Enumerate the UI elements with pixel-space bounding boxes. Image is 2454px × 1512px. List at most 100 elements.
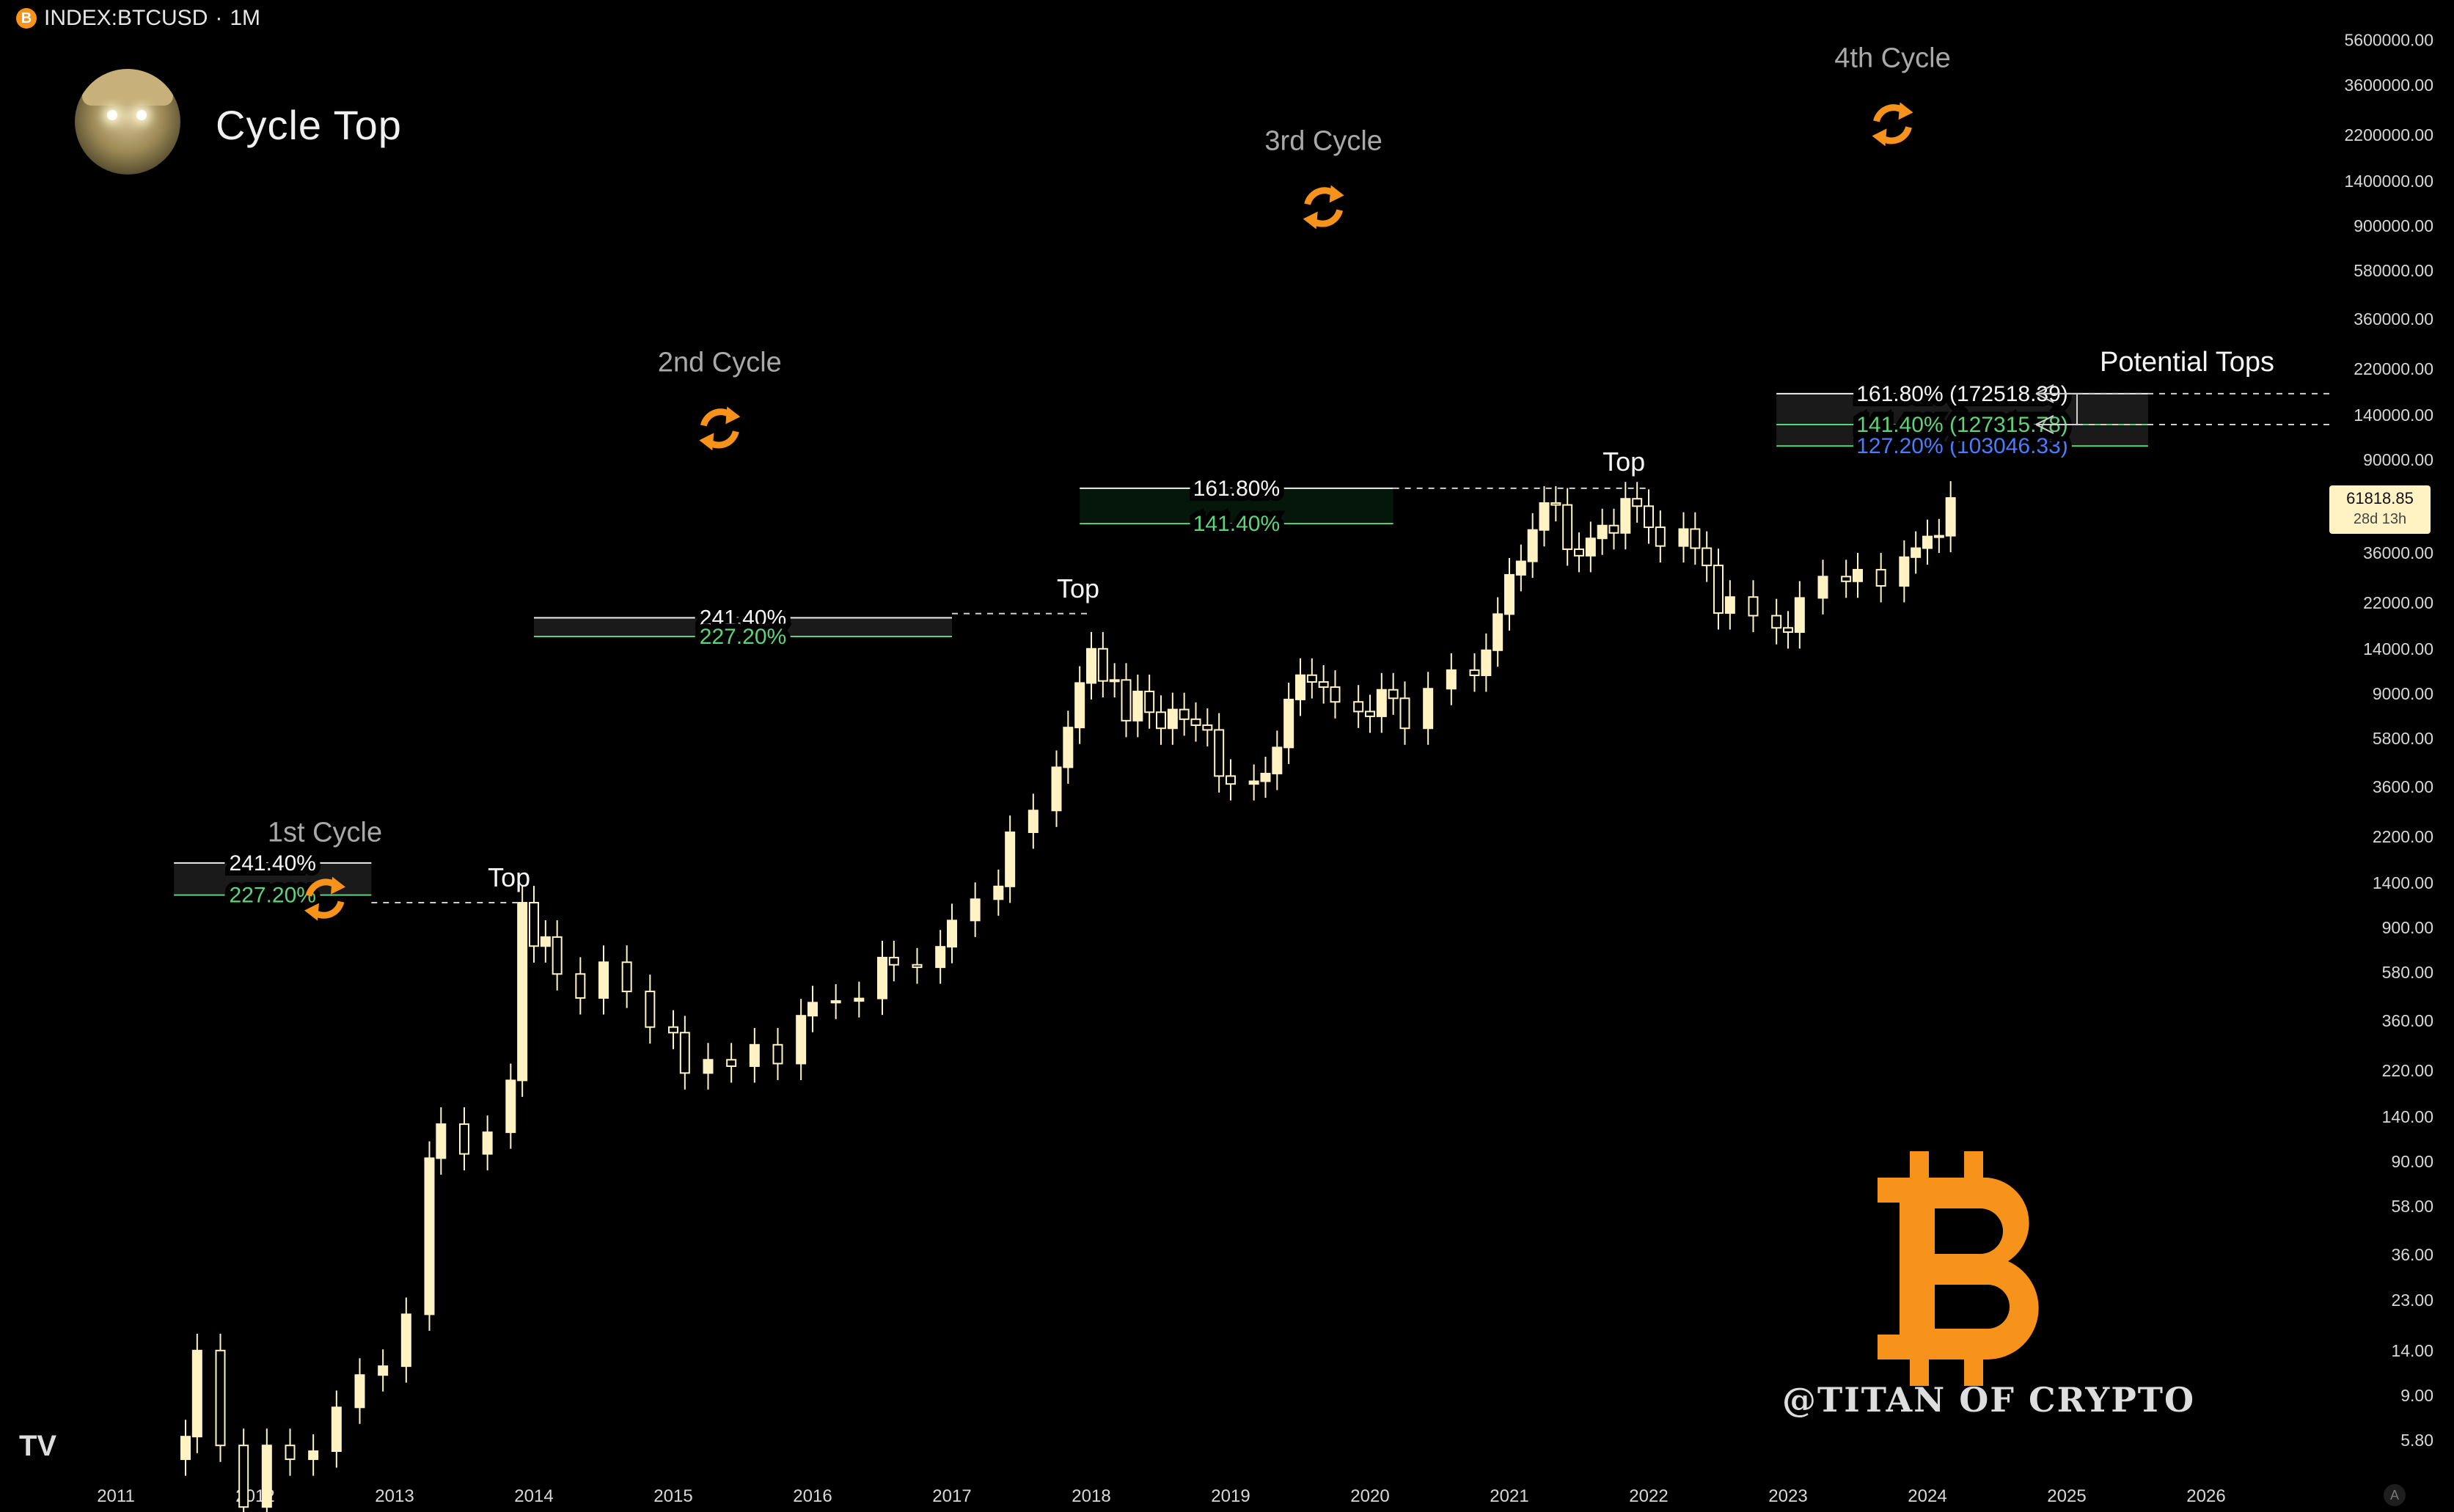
cycle-refresh-icon-arrow — [1303, 211, 1318, 230]
y-tick-label: 9.00 — [2400, 1386, 2433, 1405]
x-tick-label: 2026 — [2186, 1486, 2225, 1506]
tradingview-logo-icon[interactable]: TV — [19, 1430, 57, 1462]
cycle-label: 4th Cycle — [1834, 43, 1950, 73]
fib-label-upper: 241.40% — [230, 851, 316, 876]
candle — [331, 1406, 342, 1452]
candle — [1911, 547, 1922, 558]
cycle-refresh-icon-arrow — [304, 903, 319, 921]
y-tick-label: 580.00 — [2382, 963, 2433, 982]
fib-zone — [534, 617, 952, 637]
cycle-refresh-icon-arrow — [1898, 102, 1913, 120]
candle — [1365, 711, 1375, 717]
y-tick-label: 900000.00 — [2354, 216, 2433, 235]
x-tick-label: 2015 — [653, 1486, 692, 1506]
candle — [1167, 708, 1178, 730]
candle — [517, 902, 528, 1082]
candle — [1097, 647, 1108, 682]
cycle-refresh-icon-arrow — [1329, 185, 1344, 203]
symbol-name[interactable]: INDEX:BTCUSD — [44, 6, 208, 30]
candle — [1353, 701, 1364, 713]
cycle-label: 3rd Cycle — [1264, 125, 1382, 156]
y-tick-label: 14000.00 — [2363, 639, 2433, 658]
candle — [947, 920, 957, 948]
fib-label-lower: 227.20% — [700, 625, 786, 649]
candle — [1086, 647, 1096, 684]
candle — [1724, 596, 1735, 614]
candle — [1272, 746, 1283, 774]
candle — [1179, 708, 1190, 720]
y-tick-label: 5600000.00 — [2344, 31, 2433, 50]
candle — [1899, 556, 1910, 587]
chart-title: Cycle Top — [216, 102, 402, 148]
candle — [1226, 775, 1236, 785]
y-tick-label: 23.00 — [2391, 1291, 2433, 1310]
candle — [1713, 565, 1724, 614]
candle — [1399, 697, 1410, 730]
fib-label-lower: 127.20% (103046.33) — [1856, 434, 2068, 458]
x-tick-label: 2021 — [1490, 1486, 1528, 1506]
x-tick-label: 2017 — [932, 1486, 971, 1506]
fib-label-lower: 227.20% — [230, 884, 316, 908]
candle — [1063, 727, 1074, 768]
candle — [1748, 596, 1759, 617]
cycle-refresh-icon-arrow — [725, 406, 741, 425]
candle — [1109, 679, 1120, 683]
candle — [749, 1043, 760, 1068]
candle — [215, 1349, 226, 1447]
auto-scale-button[interactable]: A — [2384, 1484, 2406, 1506]
cycle-label: 1st Cycle — [268, 818, 382, 848]
x-tick-label: 2013 — [375, 1486, 414, 1506]
y-tick-label: 360.00 — [2382, 1011, 2433, 1030]
candle — [1295, 674, 1305, 700]
candle — [598, 961, 609, 999]
candle — [191, 1349, 202, 1438]
top-label: Top — [488, 862, 530, 892]
cycle-label: 2nd Cycle — [658, 347, 782, 378]
symbol-header[interactable]: B INDEX:BTCUSD · 1M — [16, 6, 260, 31]
candle — [1794, 597, 1805, 634]
candle — [1481, 649, 1492, 676]
candle — [505, 1079, 516, 1134]
candle — [1690, 528, 1701, 549]
candle — [285, 1445, 296, 1461]
candle — [970, 898, 981, 922]
x-tick-label: 2020 — [1350, 1486, 1389, 1506]
candle — [1620, 498, 1631, 534]
candle — [1539, 502, 1550, 531]
candle — [993, 885, 1004, 900]
candle — [1260, 772, 1271, 782]
y-tick-label: 360000.00 — [2354, 309, 2433, 329]
y-tick-label: 220.00 — [2382, 1061, 2433, 1080]
y-tick-label: 220000.00 — [2354, 359, 2433, 378]
arrow-left-icon — [2035, 383, 2077, 403]
cycle-refresh-icon-arrow — [699, 433, 714, 451]
candle — [1562, 504, 1573, 551]
candle — [1922, 535, 1933, 549]
y-tick-label: 36.00 — [2391, 1245, 2433, 1264]
last-price-value: 61818.85 — [2346, 489, 2414, 507]
author-watermark: @TITAN OF CRYPTO — [1782, 1380, 2196, 1420]
candle — [1144, 690, 1155, 713]
fib-label-lower: 141.40% — [1193, 512, 1280, 536]
candle — [1423, 688, 1434, 730]
bitcoin-logo-icon — [1910, 1151, 1929, 1181]
candle — [1214, 729, 1225, 777]
fib-label-upper: 241.40% — [700, 606, 786, 630]
avatar-eye-icon — [136, 110, 147, 120]
y-tick-label: 1400000.00 — [2344, 172, 2433, 191]
y-tick-label: 22000.00 — [2363, 593, 2433, 612]
candle — [1632, 498, 1643, 507]
candle — [424, 1157, 435, 1315]
x-tick-label: 2014 — [514, 1486, 553, 1506]
candle — [888, 956, 899, 966]
interval-label[interactable]: 1M — [230, 6, 261, 30]
y-tick-label: 3600000.00 — [2344, 76, 2433, 95]
candle — [1330, 686, 1341, 703]
candle — [679, 1032, 690, 1074]
candle — [1702, 547, 1713, 567]
candle — [1504, 573, 1514, 615]
candle — [378, 1365, 389, 1376]
candle — [529, 902, 539, 947]
candle — [1875, 568, 1886, 587]
